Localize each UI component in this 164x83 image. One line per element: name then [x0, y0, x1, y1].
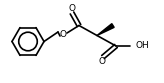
Text: O: O	[60, 30, 67, 39]
Text: O: O	[99, 57, 105, 66]
Text: OH: OH	[135, 42, 149, 50]
Text: O: O	[69, 4, 75, 13]
Polygon shape	[97, 24, 114, 36]
